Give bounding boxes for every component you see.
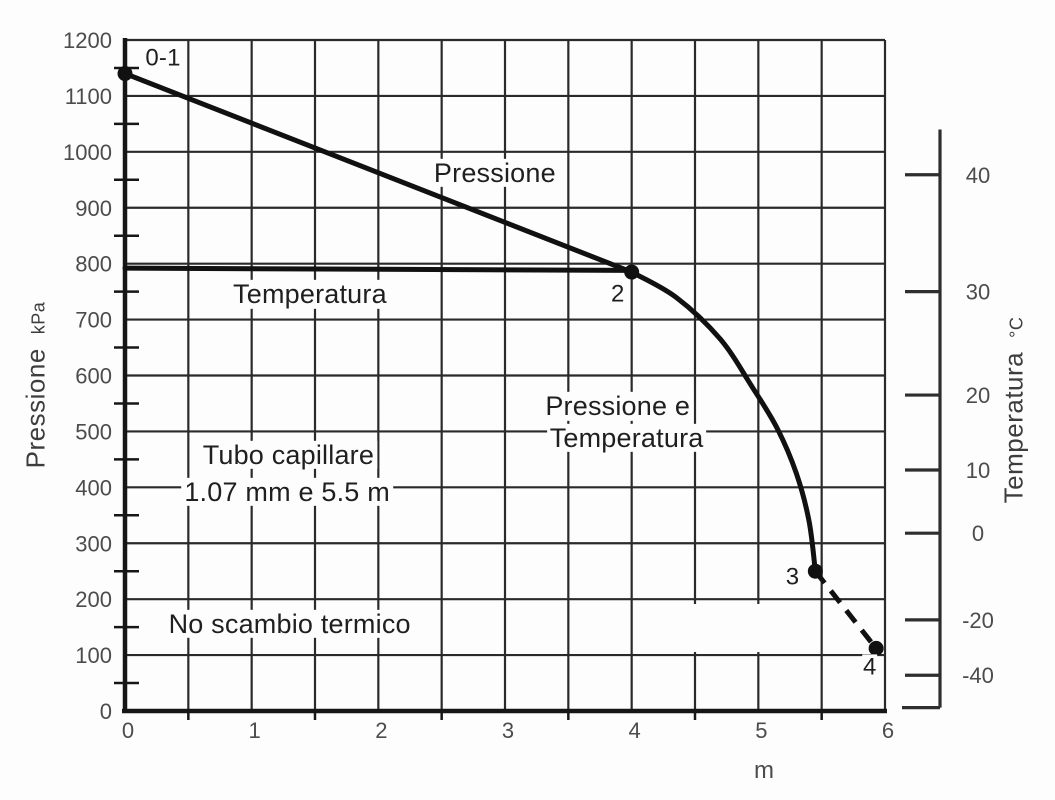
marker-2	[624, 264, 640, 280]
marker-layer	[117, 66, 884, 656]
x-axis-title: m	[754, 757, 774, 784]
svg-text:2: 2	[375, 718, 387, 743]
point-label-3: 3	[784, 563, 801, 591]
svg-text:1: 1	[249, 718, 261, 743]
marker-3	[807, 563, 823, 579]
svg-text:5: 5	[755, 718, 767, 743]
whiteout-artifact	[645, 604, 793, 652]
marker-4	[868, 640, 884, 656]
right-axis-title: Temperatura °C	[999, 317, 1030, 504]
svg-text:500: 500	[75, 419, 112, 444]
svg-text:200: 200	[75, 587, 112, 612]
series-temperatura	[122, 265, 632, 273]
right-axis-title-text: Temperatura	[998, 351, 1029, 504]
svg-text:20: 20	[966, 383, 990, 408]
svg-text:-40: -40	[962, 663, 994, 688]
svg-text:10: 10	[966, 458, 990, 483]
point-label-4: 4	[862, 653, 878, 681]
svg-text:400: 400	[75, 475, 112, 500]
right-axis-layer	[902, 129, 942, 710]
series-label-temperatura-2: Temperatura	[546, 424, 707, 452]
series-pressione	[122, 71, 635, 275]
svg-text:0: 0	[100, 699, 112, 724]
svg-text:3: 3	[502, 718, 514, 743]
point-label-0-1: 0-1	[144, 44, 182, 72]
grid-layer	[125, 38, 887, 711]
svg-text:900: 900	[75, 196, 112, 221]
left-axis-title-text: Pressione	[20, 348, 51, 469]
marker-0-1	[117, 66, 133, 82]
svg-text:600: 600	[75, 364, 112, 389]
svg-text:800: 800	[75, 252, 112, 277]
note-no-scambio-termico: No scambio termico	[165, 609, 414, 638]
svg-text:1100: 1100	[65, 84, 112, 109]
svg-text:40: 40	[966, 163, 990, 188]
series-label-temperatura: Temperatura	[230, 280, 390, 309]
svg-text:4: 4	[629, 718, 641, 743]
point-label-2: 2	[609, 280, 626, 308]
svg-text:30: 30	[966, 280, 990, 305]
series-pressione-e-temperatura	[629, 269, 818, 574]
svg-text:1200: 1200	[63, 28, 112, 53]
note-tubo-dimensioni: 1.07 mm e 5.5 m	[181, 477, 393, 506]
note-tubo-capillare: Tubo capillare	[199, 440, 378, 469]
svg-text:700: 700	[75, 308, 112, 333]
series-tratto-finale	[813, 569, 879, 650]
series-label-pressione-e: Pressione e	[542, 392, 694, 420]
series-layer	[122, 71, 879, 650]
svg-text:1000: 1000	[63, 140, 112, 165]
right-axis-unit: °C	[1006, 316, 1027, 338]
svg-text:6: 6	[882, 718, 894, 743]
svg-text:-20: -20	[962, 608, 994, 633]
left-axis-title: Pressione kPa	[21, 302, 52, 469]
left-axis-unit: kPa	[28, 301, 49, 335]
svg-text:0: 0	[122, 718, 134, 743]
tick-labels: 0100200300400500600700800900100011001200…	[63, 28, 994, 743]
svg-text:300: 300	[75, 531, 112, 556]
svg-text:0: 0	[972, 521, 984, 546]
series-label-pressione: Pressione	[430, 159, 559, 187]
axes-layer	[114, 38, 887, 720]
svg-text:100: 100	[75, 643, 112, 668]
